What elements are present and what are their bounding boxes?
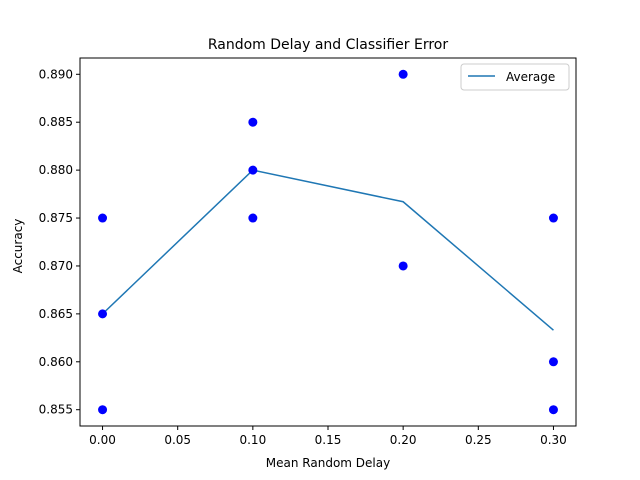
y-tick-label: 0.890: [39, 67, 73, 81]
scatter-point: [248, 213, 258, 223]
chart-title: Random Delay and Classifier Error: [208, 37, 449, 53]
x-tick-label: 0.00: [89, 433, 116, 447]
y-tick-label: 0.880: [39, 163, 73, 177]
x-tick-label: 0.30: [540, 433, 567, 447]
scatter-point: [98, 309, 108, 319]
y-tick-label: 0.865: [39, 307, 73, 321]
x-tick-label: 0.25: [465, 433, 492, 447]
x-axis-title: Mean Random Delay: [266, 456, 390, 470]
scatter-point: [548, 405, 558, 415]
y-tick-label: 0.870: [39, 259, 73, 273]
y-tick-label: 0.875: [39, 211, 73, 225]
scatter-point: [398, 69, 408, 79]
y-tick-label: 0.885: [39, 115, 73, 129]
x-tick-label: 0.20: [390, 433, 417, 447]
scatter-point: [98, 213, 108, 223]
x-tick-label: 0.10: [239, 433, 266, 447]
x-tick-label: 0.15: [315, 433, 342, 447]
series-line-average: [102, 169, 554, 331]
scatter-point: [548, 213, 558, 223]
plot-frame: [79, 57, 577, 427]
legend-box: [460, 63, 570, 91]
legend: Average: [460, 63, 570, 91]
y-tick-label: 0.860: [39, 355, 73, 369]
plot-area: 0.00 0.05 0.10 0.15 0.20 0.25 0.30 0.855 0.860 0.…: [39, 57, 577, 447]
x-tick-label: 0.05: [164, 433, 191, 447]
scatter-point: [398, 261, 408, 271]
legend-average-label: Average: [506, 70, 555, 84]
y-tick-label: 0.855: [39, 403, 73, 417]
scatter-point: [98, 405, 108, 415]
y-axis-title: Accuracy: [11, 219, 25, 274]
scatter-point: [248, 117, 258, 127]
scatter-point: [548, 357, 558, 367]
scatter-point: [248, 165, 258, 175]
